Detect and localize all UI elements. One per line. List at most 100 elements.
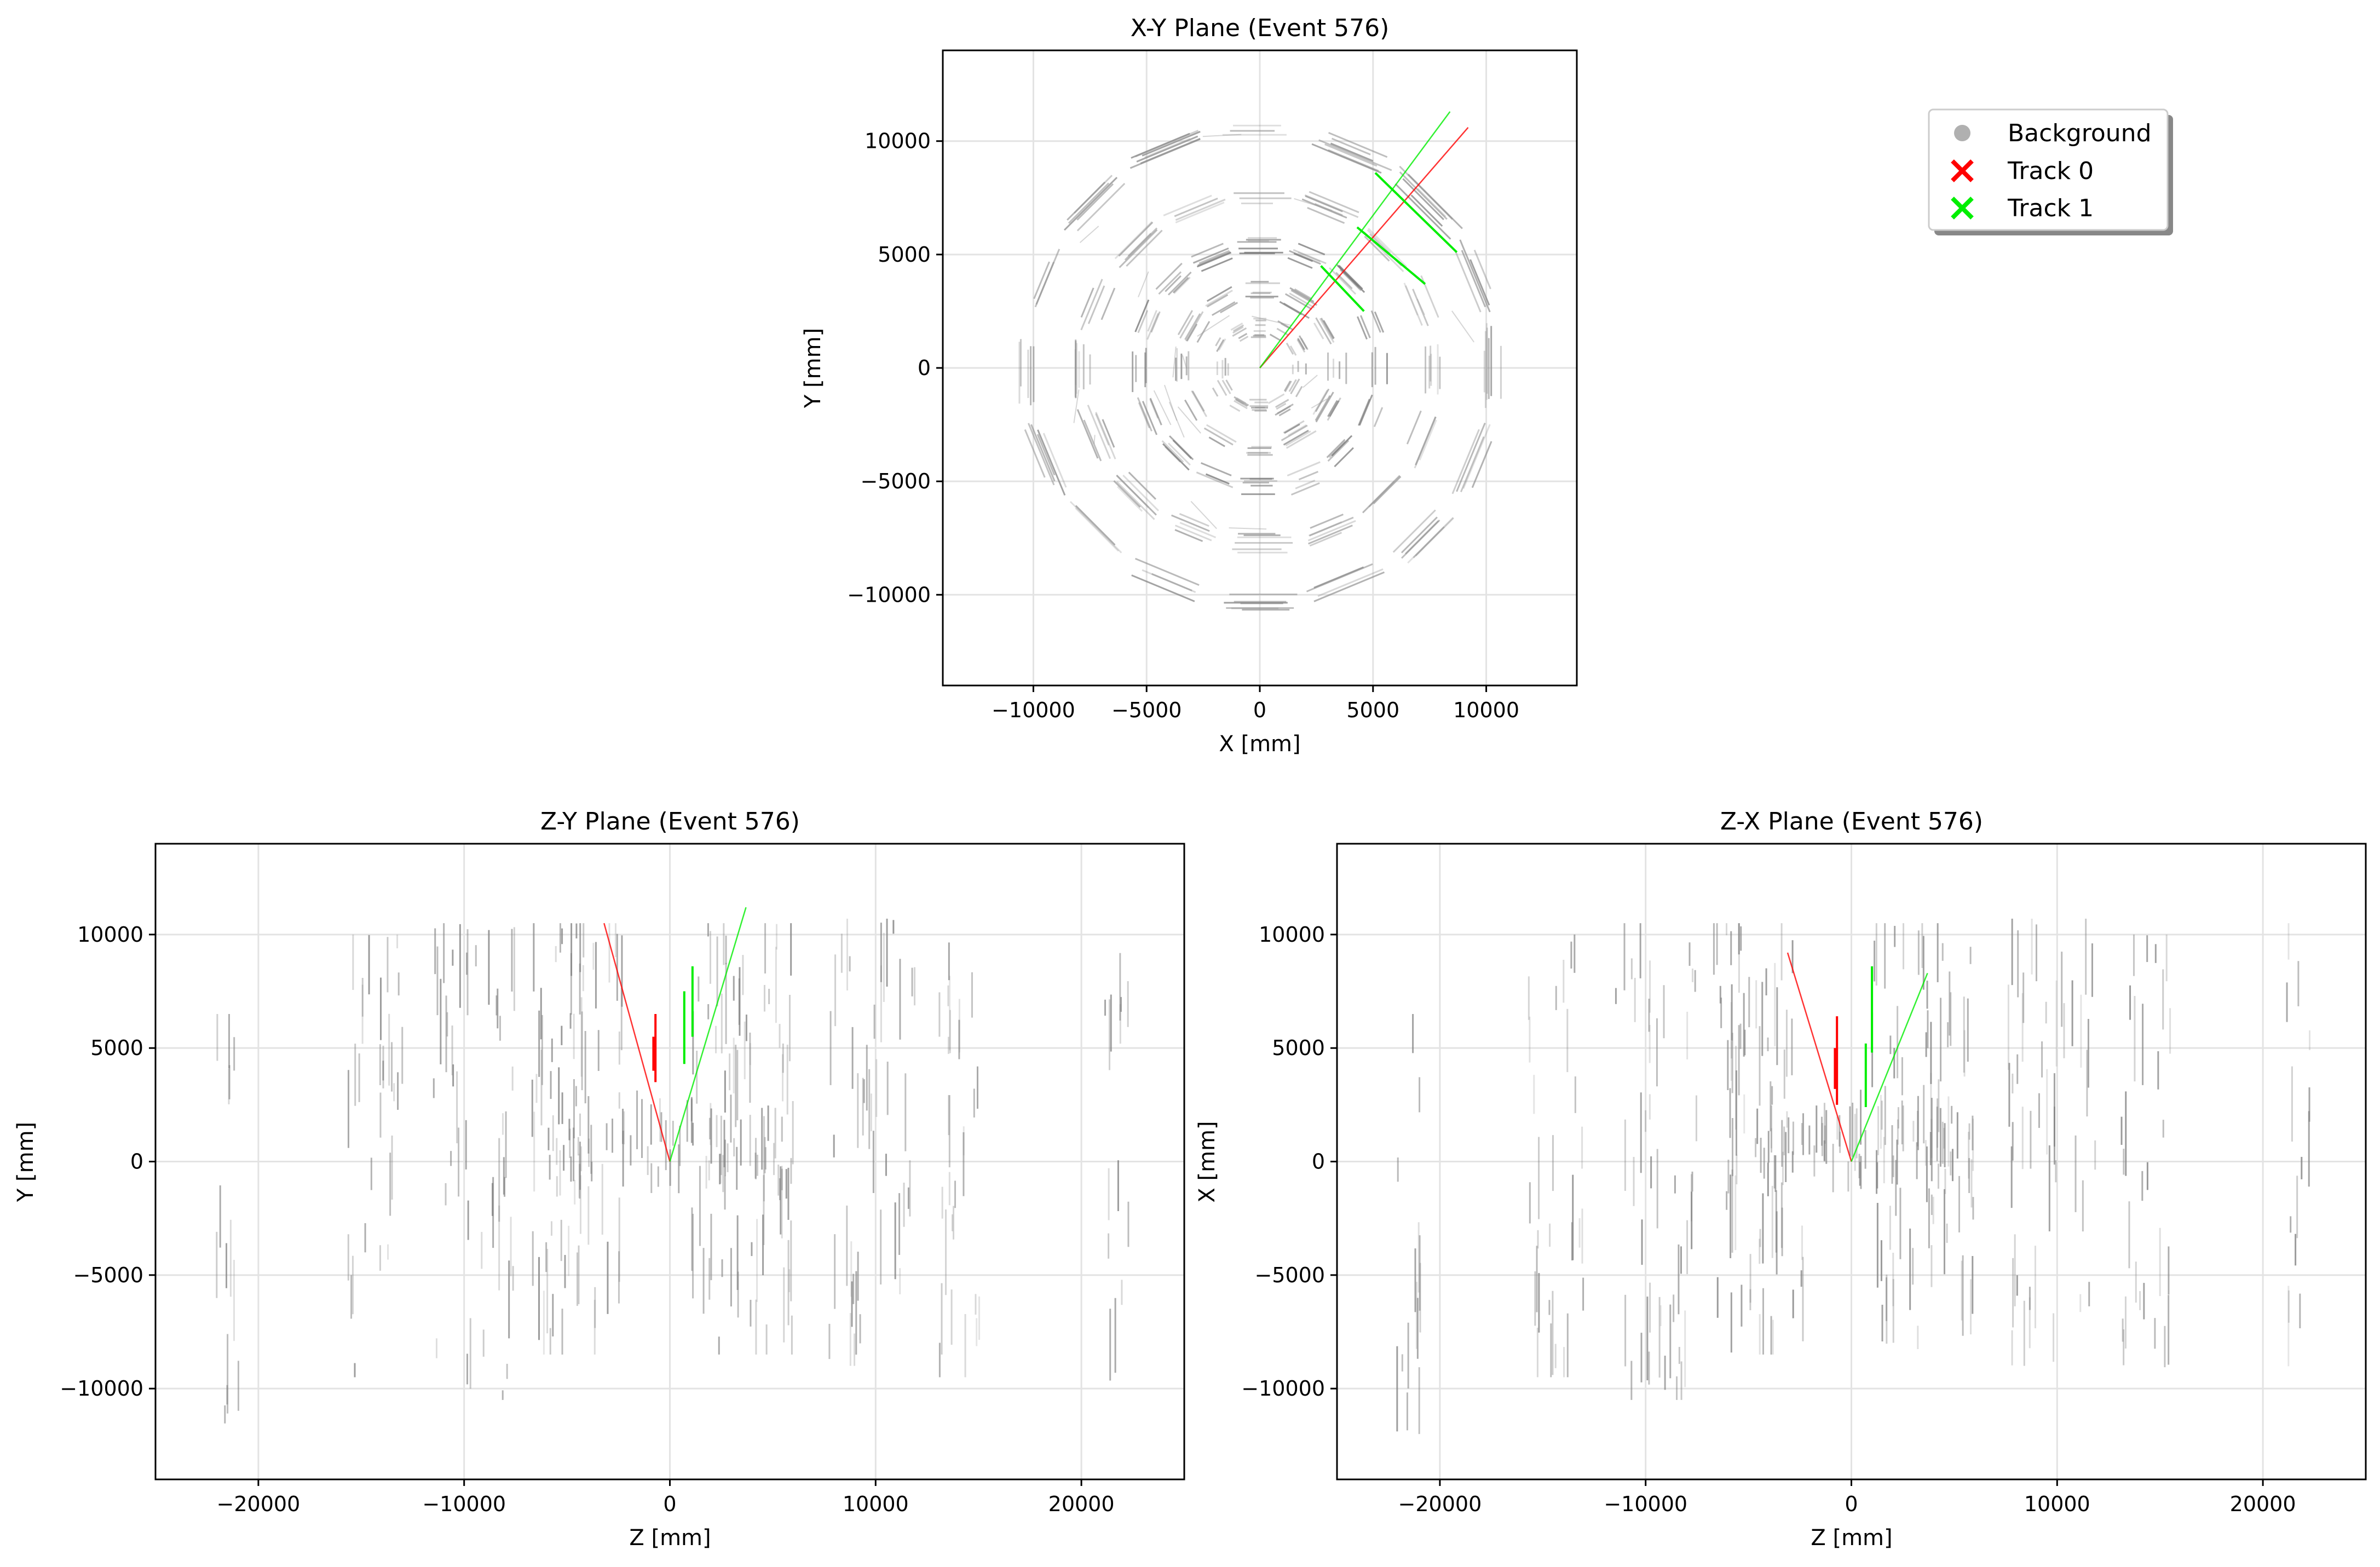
- xy-plane-background-hit: [1290, 378, 1300, 395]
- xy-plane-background-hit: [1290, 289, 1318, 306]
- xy-plane-background-hit: [1327, 400, 1338, 417]
- xy-plane-background-hit: [1179, 522, 1217, 539]
- xy-plane-xtick-label: 0: [1253, 698, 1266, 722]
- xy-plane-background-hit: [1179, 513, 1209, 527]
- xy-plane-background-hit: [1126, 229, 1163, 267]
- xy-plane-background-hit: [1275, 399, 1289, 408]
- xy-plane-background-hit: [1202, 134, 1242, 137]
- xy-plane-background-hit: [1329, 267, 1357, 295]
- xy-plane-background-hit: [1196, 251, 1232, 268]
- xy-plane-background-hit: [1370, 310, 1381, 333]
- xy-plane-background-hit: [1293, 252, 1313, 262]
- xy-plane-track1-hit: [1356, 226, 1426, 285]
- xy-plane-background-hit: [1473, 250, 1491, 290]
- xy-plane-background-hit: [1153, 390, 1172, 425]
- xy-plane-background-hit: [1310, 514, 1344, 529]
- xy-plane-background-hit: [1158, 271, 1182, 295]
- xy-plane-xtick-label: −10000: [992, 698, 1075, 722]
- xy-plane-background-hit: [1307, 207, 1345, 224]
- legend-background-label: Background: [2008, 119, 2152, 147]
- xy-plane-background-hit: [1414, 416, 1437, 469]
- xy-plane-background-hit: [1284, 381, 1292, 393]
- xy-plane-background-hit: [1326, 439, 1346, 458]
- zx-plane-ytick-label: −10000: [1241, 1376, 1325, 1401]
- xy-plane-ylabel: Y [mm]: [800, 328, 826, 408]
- xy-plane-background-hit: [1373, 476, 1402, 505]
- xy-plane-background-hit: [1134, 299, 1150, 332]
- xy-plane-background-hit: [1144, 137, 1191, 158]
- xy-plane-background-hit: [1142, 569, 1196, 594]
- xy-plane-background-hit: [1196, 321, 1211, 343]
- xy-plane-background-hit: [1217, 379, 1228, 396]
- xy-plane-background-hit: [1167, 271, 1192, 296]
- xy-plane-background-hit: [1315, 317, 1332, 345]
- xy-plane-background-hit: [1309, 532, 1342, 547]
- xy-plane-background-hit: [1024, 429, 1046, 478]
- zx-plane-tracks: [1787, 952, 1928, 1162]
- xy-plane-background-hit: [1138, 271, 1149, 297]
- xy-plane-background-hit: [1232, 326, 1244, 334]
- xy-plane-background-hit: [1175, 198, 1226, 221]
- xy-plane-background-hit: [1208, 436, 1225, 447]
- zx-plane-ticks: −20000 −10000 0 10000 20000 −10000 −5000 0 5000 1…: [1241, 923, 2296, 1516]
- xy-plane-background-hit: [1163, 194, 1212, 216]
- xy-plane-background-hit: [1074, 175, 1113, 214]
- xy-plane-background-hit: [1470, 259, 1490, 306]
- xy-plane-background-hit: [1113, 480, 1141, 508]
- xy-plane-background-hit: [1184, 399, 1198, 421]
- xy-plane-background-hit: [1149, 399, 1159, 419]
- xy-plane-background-hit: [1197, 251, 1231, 267]
- xy-plane-background-hit: [1331, 137, 1371, 155]
- xy-plane-ytick-label: −10000: [847, 583, 931, 607]
- xy-plane-background-hit: [1314, 203, 1343, 216]
- xy-plane-background-hit: [1290, 482, 1320, 496]
- xy-plane-background-hit: [1311, 398, 1328, 409]
- xy-plane-background-hit: [1295, 385, 1303, 397]
- xy-plane-background-hit: [1358, 394, 1373, 426]
- xy-plane-background-hit: [1300, 338, 1309, 350]
- xy-plane-background-hit: [1136, 135, 1198, 163]
- xy-plane-background-hit: [1234, 396, 1249, 406]
- xy-plane-background-hit: [1027, 423, 1055, 486]
- xy-plane-background-hit: [1285, 430, 1311, 447]
- xy-plane-background-hit: [1331, 435, 1353, 457]
- xy-plane-background-hit: [1315, 391, 1334, 423]
- zx-plane-track1-line: [1851, 972, 1928, 1162]
- xy-plane-background-hit: [1328, 132, 1388, 158]
- legend-background-marker: [1954, 125, 1970, 141]
- xy-plane-ticks: −10000 −5000 0 5000 10000 −10000 −5000 0 5000 100…: [847, 129, 1519, 722]
- xy-plane-background-hit: [1118, 221, 1154, 257]
- xy-plane-background-hit: [1164, 446, 1181, 463]
- xy-plane-background-hit: [1147, 310, 1157, 332]
- xy-plane-background-hit: [1173, 276, 1191, 294]
- xy-plane-background-hit: [1451, 310, 1474, 343]
- xy-plane-background-hit: [1131, 132, 1190, 159]
- xy-plane-background-hit: [1168, 442, 1191, 466]
- xy-plane-background-hit: [1276, 402, 1287, 410]
- xy-plane-background-hit: [1279, 301, 1303, 315]
- xy-plane-background-hit: [1177, 406, 1201, 434]
- xy-plane-background-hit: [1235, 399, 1248, 407]
- xy-plane-background-hit: [1172, 346, 1177, 378]
- xy-plane-background-hit: [1075, 507, 1119, 552]
- xy-plane-background-hit: [1298, 470, 1319, 481]
- xy-plane-xlabel: X [mm]: [1219, 731, 1300, 757]
- xy-plane-background-hit: [1318, 139, 1392, 171]
- zy-plane-tracks: [603, 907, 747, 1162]
- xy-plane-background-hit: [1451, 429, 1480, 494]
- zy-plane-xlabel: Z [mm]: [629, 1525, 711, 1551]
- xy-plane-background-hit: [1278, 408, 1291, 417]
- xy-plane-background-hit: [1198, 250, 1230, 264]
- xy-plane-background-hit: [1233, 324, 1244, 332]
- xy-plane-background-hit: [1405, 520, 1439, 555]
- xy-plane-background-hit: [1276, 327, 1289, 336]
- xy-plane-background-hit: [1339, 269, 1362, 291]
- xy-plane-background-hit: [1142, 401, 1158, 435]
- xy-plane-background-hit: [1410, 194, 1443, 227]
- xy-plane-background-hit: [1403, 283, 1419, 316]
- zy-plane-ytick-label: 5000: [90, 1036, 143, 1060]
- xy-plane-background-hit: [1289, 292, 1315, 309]
- xy-plane-background-hit: [1128, 471, 1156, 500]
- xy-plane-background-hit: [1308, 521, 1342, 537]
- xy-plane-background-hit: [1142, 130, 1201, 157]
